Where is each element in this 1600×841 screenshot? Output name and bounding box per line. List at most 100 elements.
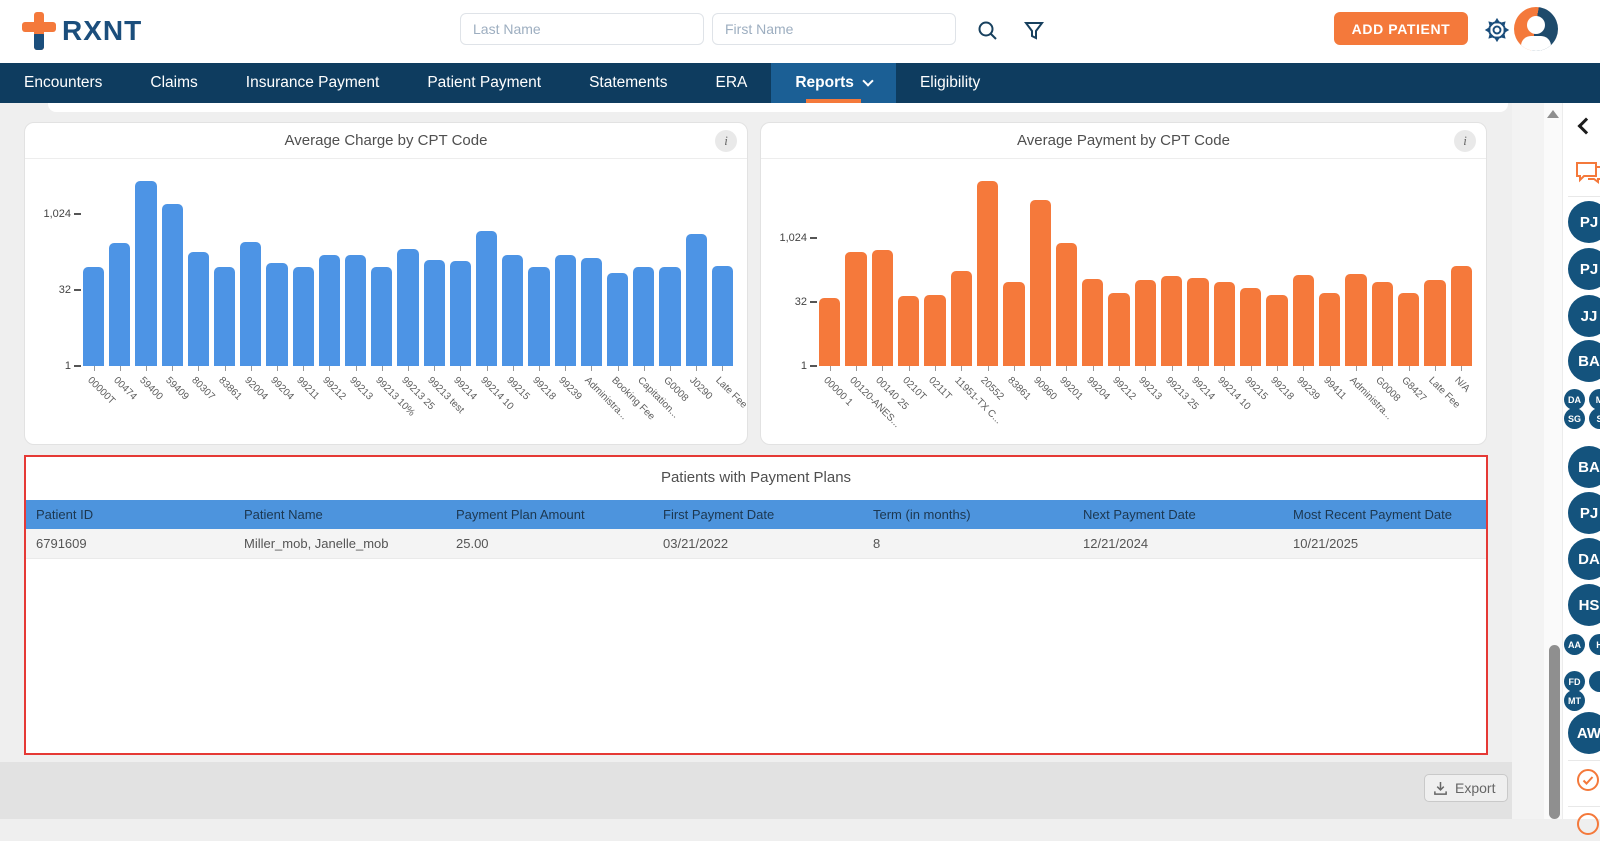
avatar-small-clipped[interactable] (1589, 671, 1600, 692)
bar-99204[interactable] (266, 262, 288, 366)
partial-bottom-icon[interactable] (1576, 812, 1600, 841)
bar-99213 25[interactable] (1161, 276, 1183, 366)
bar-99239[interactable] (554, 254, 576, 366)
bar-99213[interactable] (345, 254, 367, 366)
avatar-PJ[interactable]: PJ (1568, 492, 1600, 534)
bar-Booking Fee[interactable] (607, 272, 629, 366)
gear-icon[interactable] (1482, 15, 1512, 45)
bar-59409[interactable] (161, 203, 183, 366)
bar-G0008[interactable] (659, 266, 681, 366)
avatar-small-DA[interactable]: DA (1564, 389, 1585, 410)
nav-item-claims[interactable]: Claims (126, 63, 221, 103)
bar-Late Fee[interactable] (711, 265, 734, 366)
check-circle-icon[interactable] (1576, 768, 1600, 797)
add-patient-button[interactable]: ADD PATIENT (1334, 12, 1468, 45)
bar-59400[interactable] (135, 180, 157, 366)
nav-item-eligibility[interactable]: Eligibility (896, 63, 1004, 103)
last-name-input[interactable] (460, 13, 704, 45)
bar-N/A[interactable] (1450, 266, 1472, 366)
user-avatar[interactable] (1514, 7, 1558, 51)
bar-99211[interactable] (292, 266, 314, 366)
top-header: RXNT ADD PATIENT (0, 0, 1600, 63)
bar-99213 25[interactable] (397, 248, 419, 366)
avatar-small-H[interactable]: H (1589, 634, 1600, 655)
scroll-up-arrow-icon[interactable] (1547, 110, 1559, 118)
bar-99239[interactable] (1292, 275, 1314, 366)
bar-99215[interactable] (1240, 288, 1262, 366)
nav-item-insurance-payment[interactable]: Insurance Payment (222, 63, 404, 103)
x-tick: 99213 10% (371, 366, 417, 444)
nav-item-patient-payment[interactable]: Patient Payment (403, 63, 565, 103)
bar-00000 1[interactable] (819, 297, 841, 366)
bar-Administra...[interactable] (580, 258, 603, 366)
avatar-small-FD[interactable]: FD (1564, 671, 1585, 692)
bar-00140 25[interactable] (871, 249, 893, 366)
scrollbar-thumb[interactable] (1549, 645, 1560, 819)
avatar-small-AA[interactable]: AA (1564, 634, 1585, 655)
bar-00000T[interactable] (83, 267, 105, 366)
bar-Administra...[interactable] (1345, 273, 1367, 366)
bar-20552[interactable] (976, 180, 999, 366)
bar-83861[interactable] (1003, 281, 1025, 366)
bar-99214 10[interactable] (476, 230, 498, 366)
rxnt-logo[interactable]: RXNT (22, 12, 142, 50)
chat-icon[interactable] (1574, 158, 1600, 193)
export-label: Export (1455, 780, 1496, 796)
avatar-small-MT[interactable]: MT (1564, 690, 1585, 711)
bar-99213 10%[interactable] (371, 266, 393, 366)
avatar-small-SG[interactable]: SG (1564, 408, 1585, 429)
bar-99214[interactable] (1187, 277, 1209, 366)
filter-icon[interactable] (1019, 16, 1049, 46)
bar-11951-TX C...[interactable] (950, 271, 972, 366)
bar-J0290[interactable] (685, 233, 707, 366)
bar-99214[interactable] (449, 261, 472, 366)
avatar-PJ[interactable]: PJ (1568, 248, 1600, 290)
x-tick: 00140 25 (872, 366, 911, 444)
avatar-small-M[interactable]: M (1589, 389, 1600, 410)
bar-99214 10[interactable] (1213, 281, 1235, 366)
avatar-PJ[interactable]: PJ (1568, 201, 1600, 243)
bar-99411[interactable] (1318, 293, 1341, 366)
info-icon[interactable]: i (1454, 130, 1476, 152)
bar-Late Fee[interactable] (1424, 280, 1446, 366)
scrollbar-track[interactable] (1544, 103, 1562, 819)
bar-0210T[interactable] (897, 295, 920, 366)
bar-0211T[interactable] (924, 294, 946, 366)
nav-item-encounters[interactable]: Encounters (0, 63, 126, 103)
nav-item-reports[interactable]: Reports (771, 63, 896, 103)
export-button[interactable]: Export (1424, 774, 1509, 802)
avatar-BA[interactable]: BA (1568, 446, 1600, 488)
bar-99215[interactable] (502, 255, 524, 366)
bar-00120-ANES...[interactable] (845, 252, 867, 366)
bar-83861[interactable] (214, 266, 236, 366)
bar-99212[interactable] (318, 254, 341, 366)
avatar-AW[interactable]: AW (1568, 712, 1600, 754)
x-tick: Late Fee (712, 366, 749, 444)
bar-90960[interactable] (1029, 199, 1051, 366)
nav-item-statements[interactable]: Statements (565, 63, 691, 103)
bar-99204[interactable] (1082, 279, 1104, 366)
avatar-BA[interactable]: BA (1568, 340, 1600, 382)
avatar-small-S[interactable]: S (1589, 408, 1600, 429)
bar-Capitation...[interactable] (633, 266, 655, 366)
bar-G8427[interactable] (1397, 293, 1420, 366)
bar-92004[interactable] (240, 241, 262, 366)
avatar-DA[interactable]: DA (1568, 538, 1600, 580)
bar-00474[interactable] (109, 243, 131, 366)
bar-99212[interactable] (1108, 293, 1130, 366)
bar-80307[interactable] (187, 252, 210, 366)
avatar-HS[interactable]: HS (1568, 584, 1600, 626)
first-name-input[interactable] (712, 13, 956, 45)
info-icon[interactable]: i (715, 130, 737, 152)
table-row[interactable]: 6791609 Miller_mob, Janelle_mob 25.00 03/21… (26, 529, 1486, 559)
nav-item-era[interactable]: ERA (691, 63, 771, 103)
bar-99218[interactable] (528, 267, 550, 366)
search-icon[interactable] (973, 16, 1003, 46)
avatar-JJ[interactable]: JJ (1568, 295, 1600, 337)
bar-99213[interactable] (1134, 280, 1157, 366)
bar-G0008[interactable] (1371, 281, 1393, 366)
bar-99218[interactable] (1266, 294, 1288, 366)
bar-99213 test[interactable] (423, 259, 445, 366)
avg-payment-chart-card: Average Payment by CPT Code i 1 32 1,024 0… (760, 122, 1487, 445)
bar-99201[interactable] (1055, 243, 1078, 366)
